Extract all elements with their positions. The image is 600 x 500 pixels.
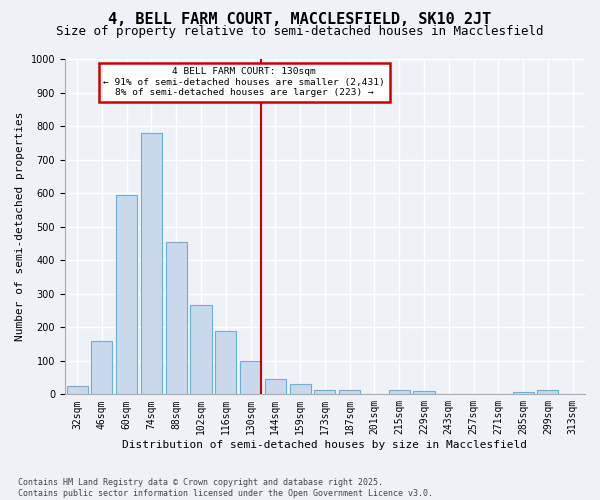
Bar xyxy=(512,392,533,394)
X-axis label: Distribution of semi-detached houses by size in Macclesfield: Distribution of semi-detached houses by … xyxy=(122,440,527,450)
Bar xyxy=(67,386,88,394)
Bar xyxy=(538,390,559,394)
Bar xyxy=(339,390,360,394)
Text: Size of property relative to semi-detached houses in Macclesfield: Size of property relative to semi-detach… xyxy=(56,25,544,38)
Bar xyxy=(265,378,286,394)
Bar xyxy=(314,390,335,394)
Text: 4 BELL FARM COURT: 130sqm
← 91% of semi-detached houses are smaller (2,431)
8% o: 4 BELL FARM COURT: 130sqm ← 91% of semi-… xyxy=(103,68,385,97)
Text: 4, BELL FARM COURT, MACCLESFIELD, SK10 2JT: 4, BELL FARM COURT, MACCLESFIELD, SK10 2… xyxy=(109,12,491,28)
Bar xyxy=(290,384,311,394)
Text: Contains HM Land Registry data © Crown copyright and database right 2025.
Contai: Contains HM Land Registry data © Crown c… xyxy=(18,478,433,498)
Bar xyxy=(190,306,212,394)
Bar xyxy=(91,340,112,394)
Bar xyxy=(413,390,434,394)
Bar xyxy=(141,133,162,394)
Bar xyxy=(389,390,410,394)
Bar xyxy=(215,330,236,394)
Bar xyxy=(116,195,137,394)
Bar xyxy=(240,361,261,394)
Y-axis label: Number of semi-detached properties: Number of semi-detached properties xyxy=(15,112,25,342)
Bar xyxy=(166,242,187,394)
